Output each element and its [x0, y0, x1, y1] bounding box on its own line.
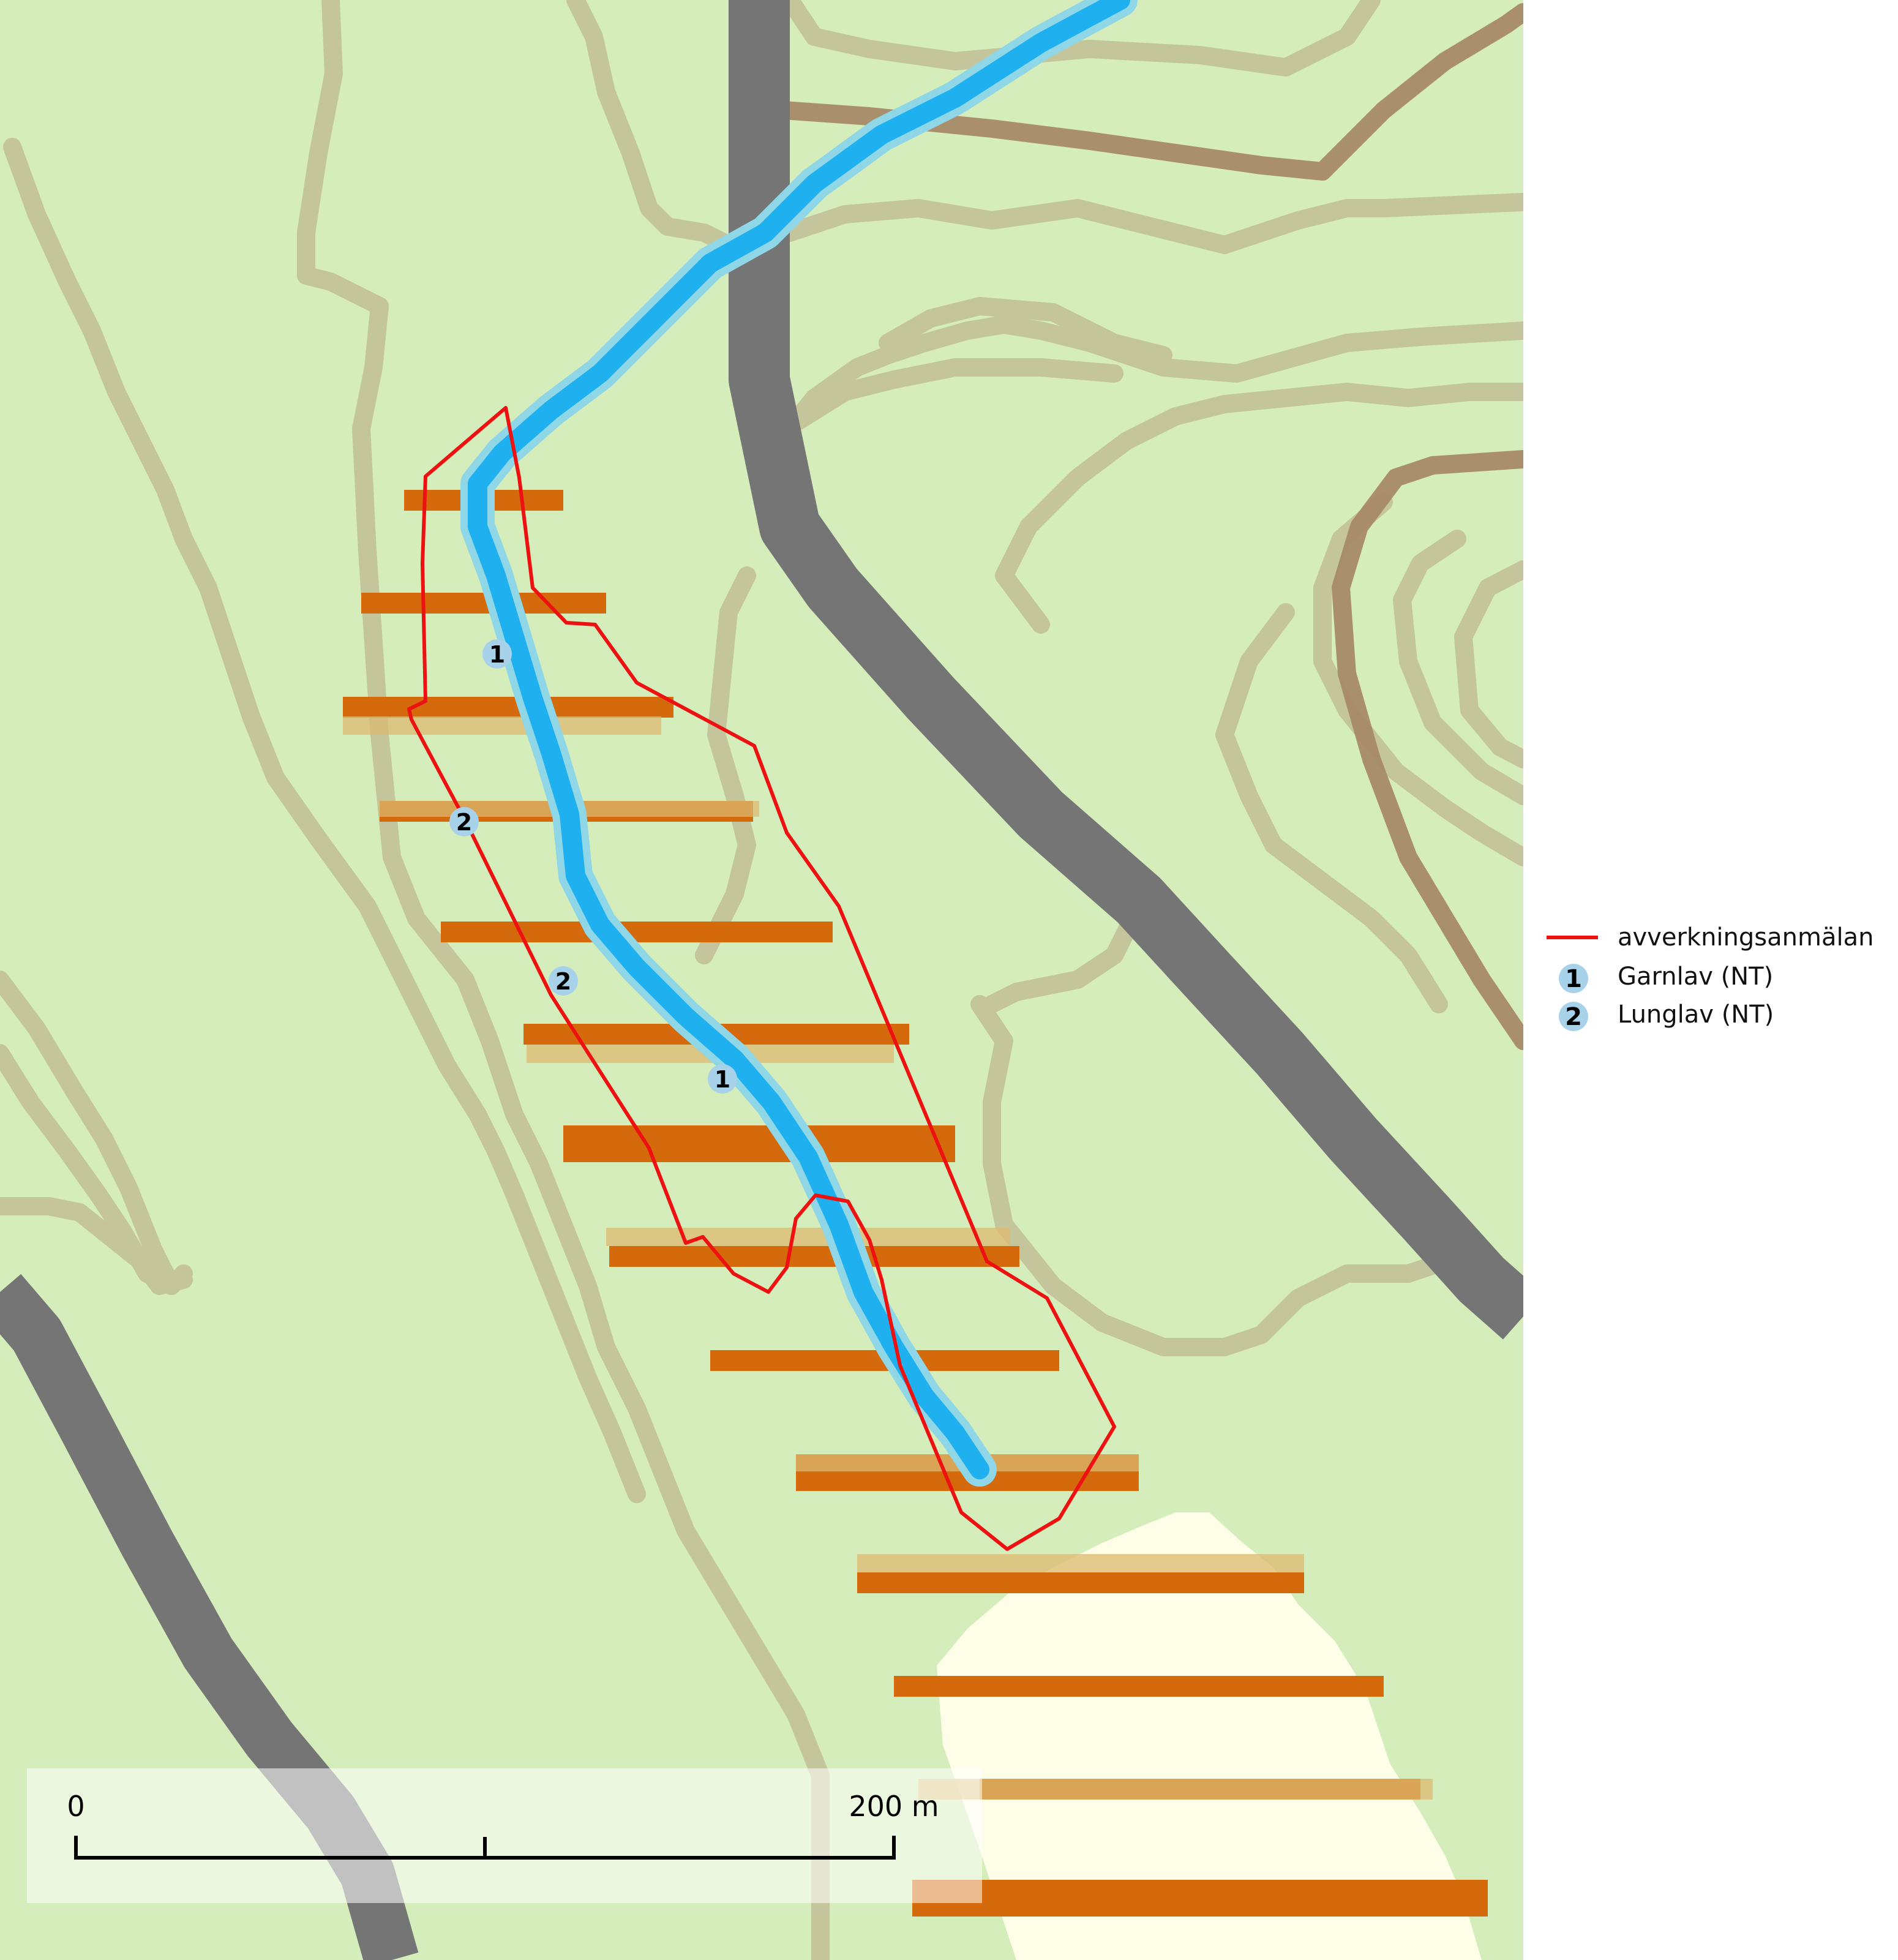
legend-item-lunglav: 2 Lunglav (NT) — [1559, 1001, 1774, 1031]
legend-label: Garnlav (NT) — [1618, 963, 1773, 991]
scale-bar-line — [74, 1836, 896, 1860]
legend-item-boundary: avverkningsanmälan — [1547, 923, 1874, 952]
legend-marker-swatch — [1559, 964, 1588, 993]
legend: avverkningsanmälan 1 Garnlav (NT) 2 Lung… — [1547, 923, 1874, 1031]
road-main — [729, 0, 1523, 1340]
svg-text:1: 1 — [715, 1066, 730, 1093]
open-land-area — [937, 1512, 1482, 1960]
scale-start-label: 0 — [67, 1790, 84, 1823]
legend-label: Lunglav (NT) — [1618, 1001, 1774, 1029]
scale-bar: 0 200 m — [27, 1768, 982, 1903]
svg-text:1: 1 — [1565, 965, 1582, 993]
legend-item-garnlav: 1 Garnlav (NT) — [1559, 963, 1773, 993]
legend-marker-swatch — [1559, 1002, 1588, 1031]
observation-marker[interactable]: 1 — [708, 1064, 737, 1094]
observation-markers: 1 2 2 1 — [449, 639, 737, 1094]
stream — [460, 0, 1138, 1487]
scale-bar-background — [27, 1768, 982, 1903]
map-frame: 1 2 2 1 — [0, 0, 1523, 1960]
svg-text:2: 2 — [555, 968, 571, 995]
svg-text:2: 2 — [1565, 1003, 1582, 1031]
scale-end-label: 200 m — [849, 1790, 939, 1823]
svg-text:1: 1 — [489, 641, 505, 668]
svg-text:2: 2 — [456, 809, 472, 836]
harvest-notification-boundary[interactable] — [407, 406, 1116, 1551]
observation-marker[interactable]: 2 — [549, 966, 578, 996]
legend-label: avverkningsanmälan — [1618, 923, 1874, 952]
observation-marker[interactable]: 1 — [482, 639, 512, 669]
observation-marker[interactable]: 2 — [449, 807, 479, 836]
